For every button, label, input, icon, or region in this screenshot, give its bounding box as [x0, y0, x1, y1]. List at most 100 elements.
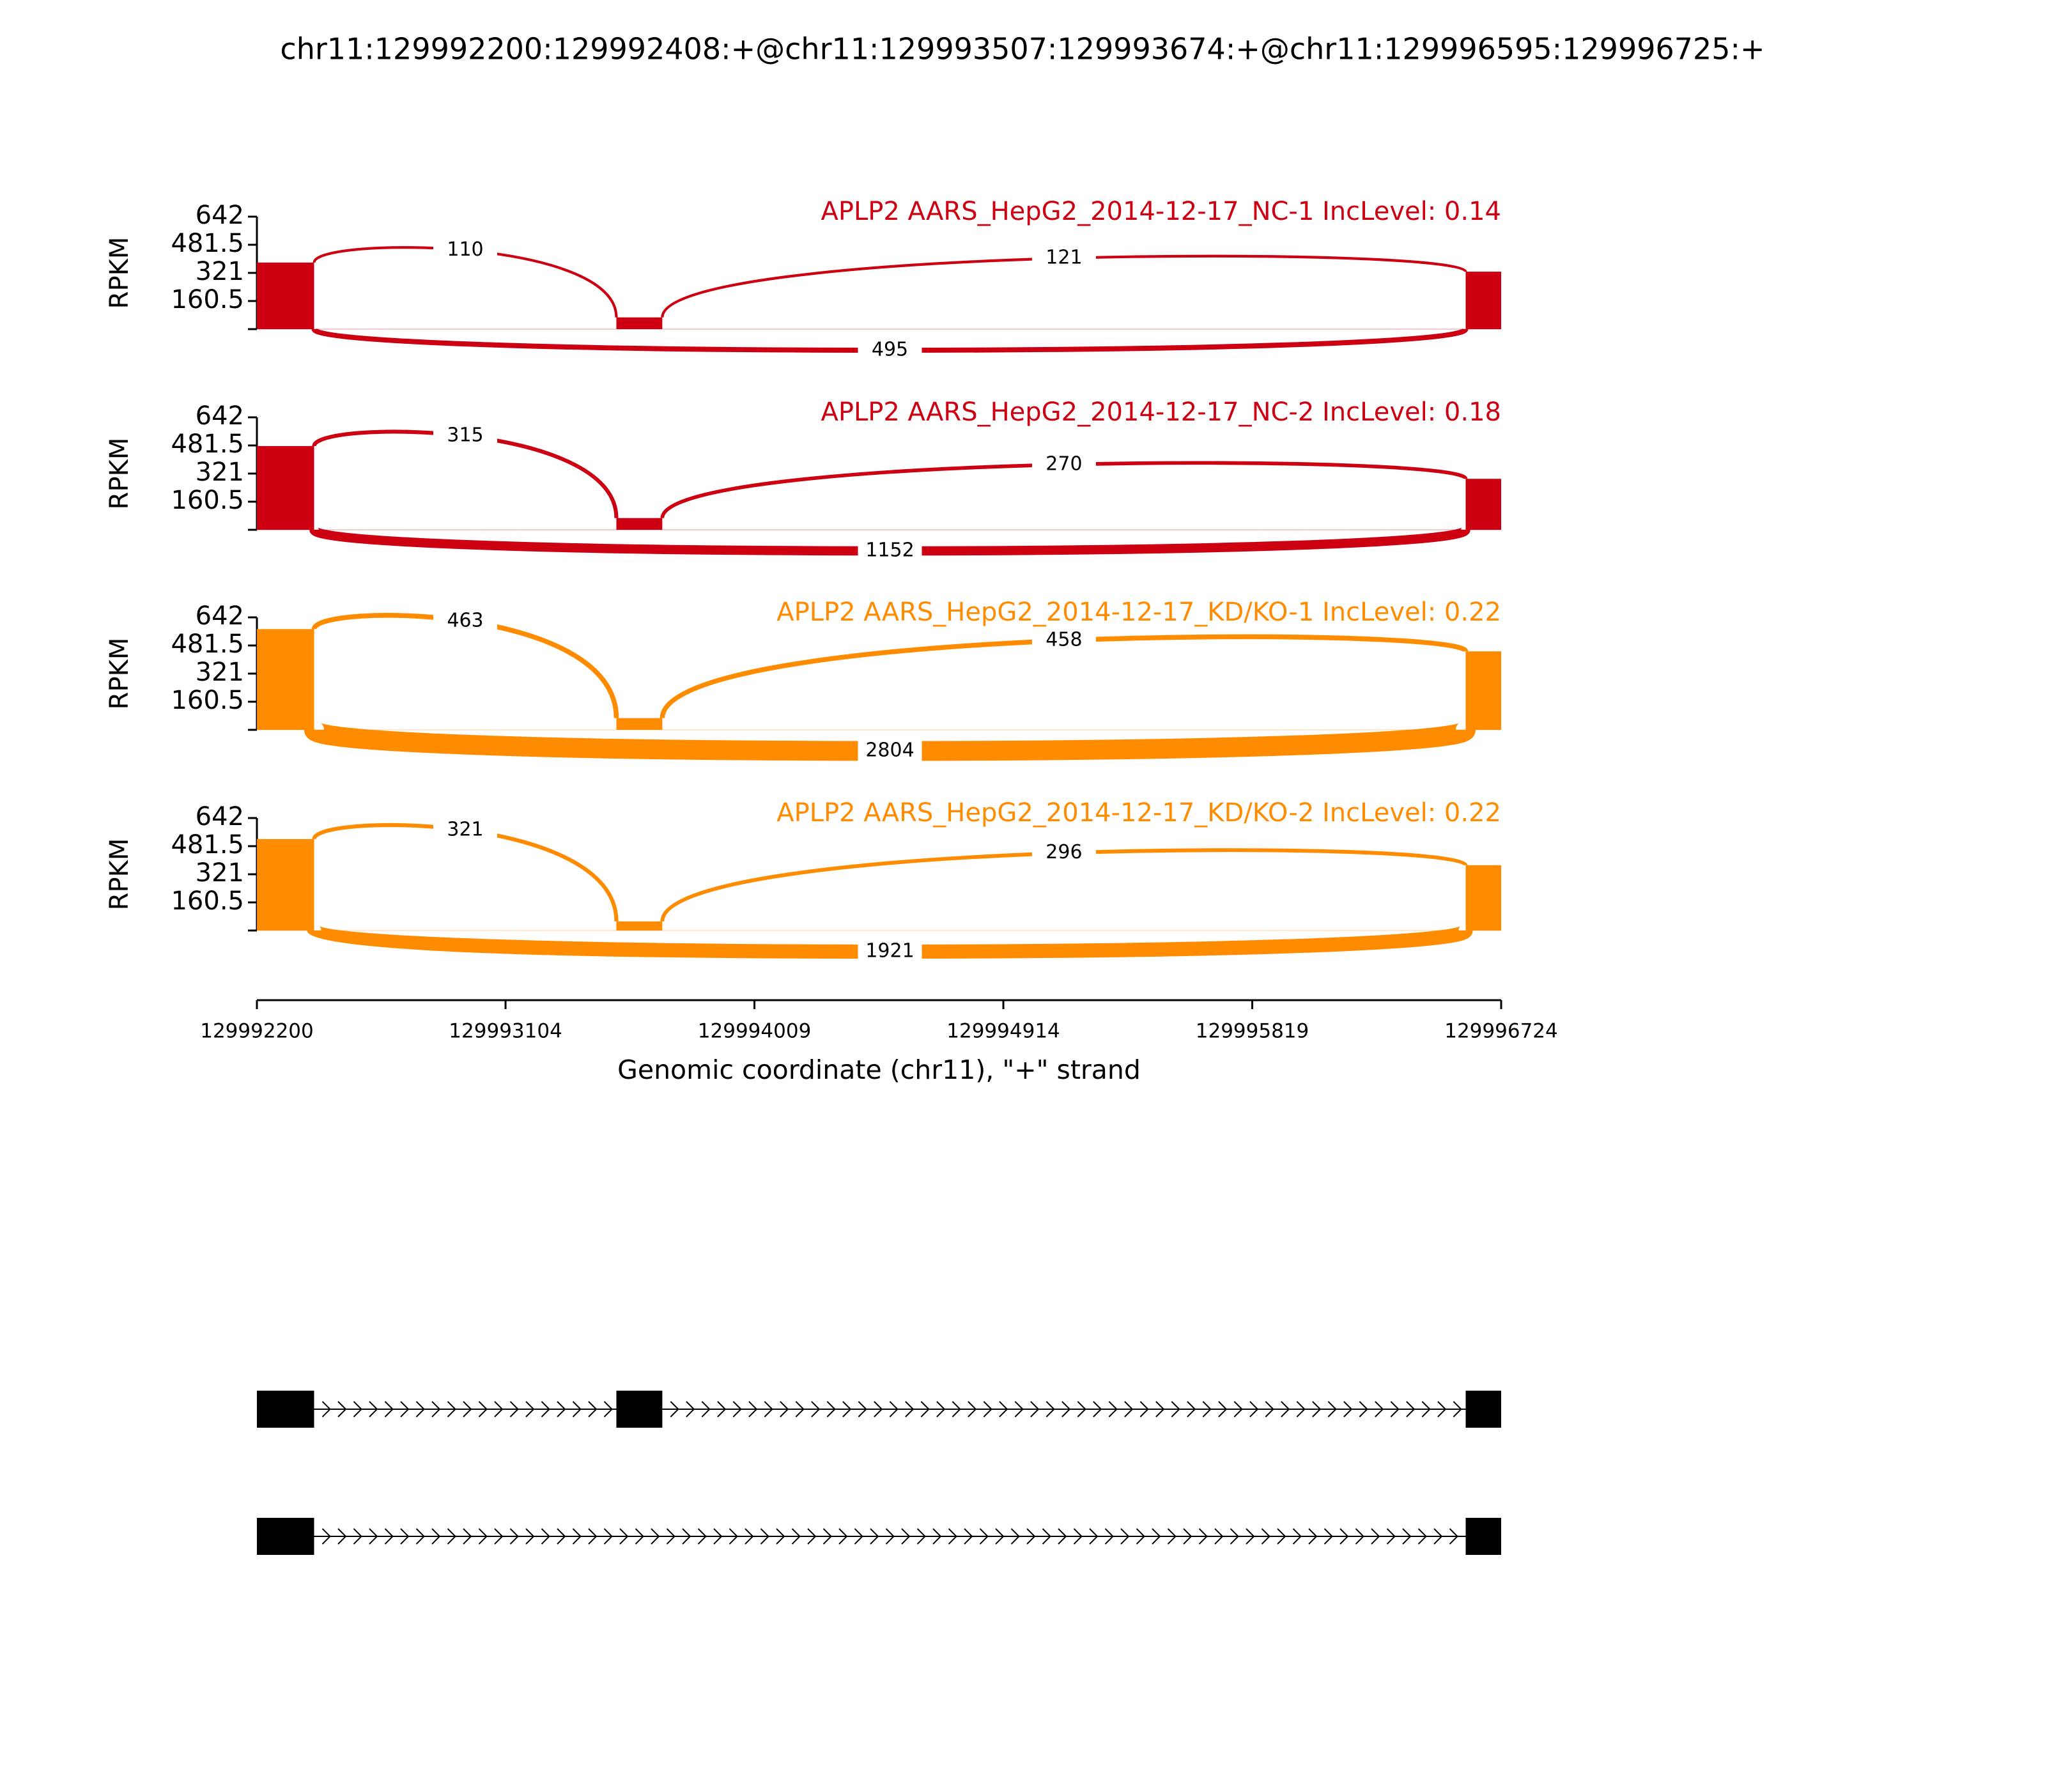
strand-arrow: [1046, 1401, 1055, 1417]
strand-arrow: [666, 1528, 675, 1545]
exon: [1465, 1518, 1501, 1555]
x-tick-label: 129992200: [200, 1020, 314, 1043]
y-tick-label: 642: [196, 401, 244, 431]
strand-arrow: [1421, 1401, 1431, 1417]
strand-arrow: [854, 1528, 863, 1545]
x-tick-label: 129995819: [1196, 1020, 1309, 1043]
strand-arrow: [889, 1401, 899, 1417]
strand-arrow: [999, 1401, 1008, 1417]
strand-arrow: [838, 1528, 848, 1545]
strand-arrow: [1359, 1401, 1368, 1417]
strand-arrow: [1139, 1401, 1149, 1417]
strand-arrow: [1187, 1401, 1196, 1417]
junction-label-bg: [1031, 840, 1096, 866]
strand-arrow: [1402, 1528, 1412, 1545]
strand-arrow: [415, 1401, 425, 1417]
junction-label-bg: [858, 538, 922, 564]
strand-arrow: [603, 1528, 613, 1545]
strand-arrow: [807, 1528, 817, 1545]
strand-arrow: [1077, 1401, 1086, 1417]
strand-arrow: [920, 1401, 930, 1417]
y-tick-label: 160.5: [171, 886, 244, 916]
y-tick-label: 160.5: [171, 486, 244, 515]
strand-arrow: [1073, 1528, 1083, 1545]
strand-arrow: [936, 1401, 946, 1417]
strand-arrow: [732, 1401, 742, 1417]
strand-arrow: [478, 1401, 488, 1417]
strand-arrow: [1449, 1528, 1458, 1545]
strand-arrow: [1233, 1401, 1243, 1417]
strand-arrow: [635, 1528, 644, 1545]
strand-arrow: [1277, 1528, 1286, 1545]
coverage: [257, 445, 314, 530]
junction-label-bg: [433, 817, 498, 844]
strand-arrow: [588, 1401, 598, 1417]
strand-arrow: [384, 1401, 394, 1417]
strand-arrow: [400, 1528, 410, 1545]
junction-label: 296: [1046, 841, 1082, 863]
strand-arrow: [1339, 1528, 1349, 1545]
strand-arrow: [353, 1528, 362, 1545]
x-tick-label: 129994009: [698, 1020, 812, 1043]
strand-arrow: [748, 1401, 758, 1417]
y-tick-label: 642: [196, 201, 244, 230]
strand-arrow: [494, 1401, 504, 1417]
strand-arrow: [588, 1528, 598, 1545]
strand-arrow: [557, 1401, 566, 1417]
coverage: [257, 262, 314, 329]
panel-label: APLP2 AARS_HepG2_2014-12-17_KD/KO-1 IncL…: [776, 598, 1501, 627]
coverage: [616, 317, 663, 329]
y-tick-label: 642: [196, 802, 244, 831]
panel-label: APLP2 AARS_HepG2_2014-12-17_KD/KO-2 IncL…: [776, 798, 1501, 828]
y-tick-label: 160.5: [171, 285, 244, 314]
strand-arrow: [1152, 1528, 1161, 1545]
strand-arrow: [463, 1528, 472, 1545]
strand-arrow: [1292, 1528, 1302, 1545]
junction-label: 495: [872, 339, 908, 361]
strand-arrow: [478, 1528, 488, 1545]
strand-arrow: [1061, 1401, 1071, 1417]
exon: [1465, 1391, 1501, 1428]
strand-arrow: [822, 1528, 832, 1545]
strand-arrow: [572, 1528, 582, 1545]
strand-arrow: [916, 1528, 926, 1545]
strand-arrow: [901, 1528, 911, 1545]
y-tick-label: 481.5: [171, 229, 244, 258]
junction-label: 458: [1046, 629, 1082, 651]
strand-arrow: [509, 1401, 519, 1417]
strand-arrow: [697, 1528, 707, 1545]
strand-arrow: [400, 1401, 410, 1417]
coverage: [616, 518, 663, 530]
strand-arrow: [1124, 1401, 1134, 1417]
strand-arrow: [995, 1528, 1005, 1545]
strand-arrow: [525, 1401, 535, 1417]
strand-arrow: [1296, 1401, 1306, 1417]
strand-arrow: [1265, 1401, 1274, 1417]
strand-arrow: [874, 1401, 883, 1417]
strand-arrow: [682, 1528, 691, 1545]
junction-label: 110: [447, 238, 483, 261]
strand-arrow: [431, 1401, 441, 1417]
chart-title: chr11:129992200:129992408:+@chr11:129993…: [280, 32, 1764, 66]
x-tick-label: 129993104: [449, 1020, 562, 1043]
strand-arrow: [1375, 1401, 1384, 1417]
strand-arrow: [1371, 1528, 1380, 1545]
strand-arrow: [541, 1401, 550, 1417]
strand-arrow: [979, 1528, 989, 1545]
y-tick-label: 160.5: [171, 686, 244, 715]
junction-label-bg: [1031, 628, 1096, 654]
junction-label: 1152: [865, 539, 914, 562]
junction-label-bg: [433, 237, 498, 263]
junction-label-bg: [858, 939, 922, 964]
x-tick-label: 129996724: [1444, 1020, 1558, 1043]
strand-arrow: [1108, 1401, 1118, 1417]
y-axis-label: RPKM: [105, 438, 134, 510]
junction-label-bg: [858, 738, 922, 764]
coverage: [257, 838, 314, 931]
strand-arrow: [1355, 1528, 1364, 1545]
strand-arrow: [1230, 1528, 1239, 1545]
y-axis-label: RPKM: [105, 638, 134, 710]
strand-arrow: [983, 1401, 992, 1417]
